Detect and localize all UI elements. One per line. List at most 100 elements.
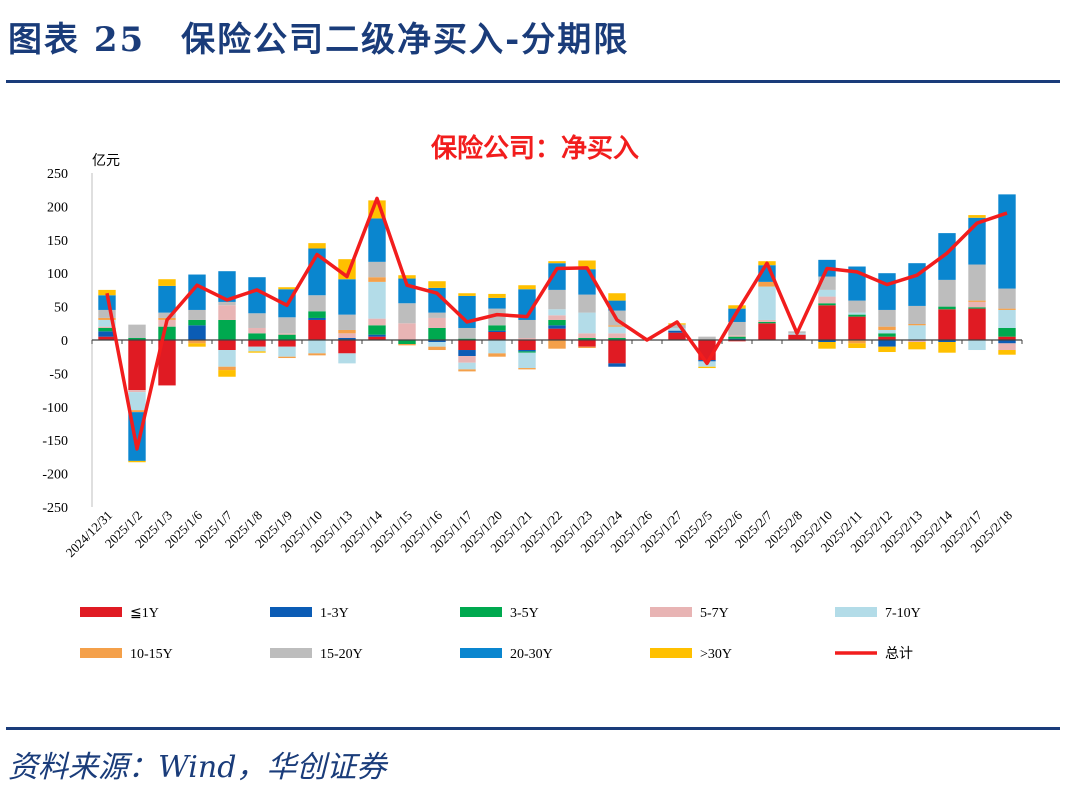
bar-segment bbox=[578, 346, 596, 349]
bar-segment bbox=[98, 327, 116, 332]
bar-segment bbox=[938, 279, 956, 307]
source-note: 资料来源：Wind，华创证券 bbox=[8, 750, 387, 785]
bar-segment bbox=[848, 316, 866, 340]
bar-segment bbox=[878, 329, 896, 334]
bar-segment bbox=[368, 325, 386, 335]
bar-segment bbox=[218, 305, 236, 320]
bar-segment bbox=[248, 346, 266, 352]
bar-segment bbox=[728, 321, 746, 336]
bar-segment bbox=[578, 260, 596, 270]
bar-segment bbox=[878, 273, 896, 310]
bar-segment bbox=[278, 356, 296, 359]
bar-segment bbox=[248, 313, 266, 328]
bar-segment bbox=[308, 319, 326, 340]
bar-segment bbox=[338, 279, 356, 315]
bar-segment bbox=[908, 342, 926, 350]
bar-segment bbox=[398, 275, 416, 279]
bar-segment bbox=[488, 297, 506, 309]
bar-segment bbox=[668, 327, 686, 331]
y-tick-label: -250 bbox=[42, 501, 68, 516]
bar-segment bbox=[908, 340, 926, 343]
bar-segment bbox=[968, 264, 986, 301]
bar-segment bbox=[398, 340, 416, 345]
bar-segment bbox=[458, 293, 476, 296]
bar-segment bbox=[458, 356, 476, 363]
bar-segment bbox=[728, 305, 746, 309]
bar-segment bbox=[878, 346, 896, 353]
bar-segment bbox=[188, 309, 206, 320]
bar-segment bbox=[98, 317, 116, 320]
bar-segment bbox=[608, 363, 626, 367]
bar-segment bbox=[98, 326, 116, 328]
bar-segment bbox=[998, 309, 1016, 328]
bar-segment bbox=[728, 340, 746, 342]
bar-segment bbox=[458, 362, 476, 370]
bar-segment bbox=[518, 368, 536, 370]
bar-segment bbox=[878, 333, 896, 337]
bar-segment bbox=[518, 337, 536, 340]
bar-segment bbox=[578, 333, 596, 338]
bar-segment bbox=[218, 319, 236, 340]
bar-segment bbox=[908, 305, 926, 324]
bar-segment bbox=[548, 261, 566, 264]
y-tick-label: 50 bbox=[54, 301, 68, 316]
bar-segment bbox=[248, 277, 266, 314]
bar-segment bbox=[218, 340, 236, 351]
legend-label: 5-7Y bbox=[700, 606, 729, 621]
bar-segment bbox=[98, 289, 116, 296]
bar-segment bbox=[398, 323, 416, 340]
bar-segment bbox=[548, 328, 566, 340]
bar-segment bbox=[938, 340, 956, 343]
bar-segment bbox=[188, 325, 206, 340]
bar-segment bbox=[938, 306, 956, 310]
legend-label: 总计 bbox=[885, 646, 913, 662]
bar-segment bbox=[848, 312, 866, 315]
legend-label: ≦1Y bbox=[130, 606, 159, 621]
bar-segment bbox=[998, 336, 1016, 340]
y-tick-label: -150 bbox=[42, 434, 68, 449]
bar-segment bbox=[458, 350, 476, 357]
bar-segment bbox=[368, 336, 386, 340]
bar-segment bbox=[518, 351, 536, 353]
bar-segment bbox=[458, 327, 476, 339]
legend-swatch bbox=[270, 648, 312, 658]
bar-segment bbox=[968, 307, 986, 309]
bar-segment bbox=[128, 460, 146, 463]
bar-segment bbox=[278, 340, 296, 347]
legend-label: 20-30Y bbox=[510, 647, 553, 662]
bar-segment bbox=[608, 337, 626, 340]
bar-segment bbox=[338, 340, 356, 354]
bar-segment bbox=[608, 325, 626, 327]
bar-segment bbox=[218, 370, 236, 377]
bar-segment bbox=[488, 340, 506, 354]
bar-segment bbox=[728, 338, 746, 340]
bar-segment bbox=[848, 340, 866, 344]
bar-segment bbox=[818, 296, 836, 304]
bar-segment bbox=[428, 327, 446, 340]
bar-segment bbox=[578, 340, 596, 347]
bar-segment bbox=[968, 301, 986, 308]
chart-title: 保险公司：净买入 bbox=[430, 133, 639, 164]
bar-segment bbox=[758, 286, 776, 320]
bar-segment bbox=[728, 335, 746, 337]
bar-segment bbox=[428, 346, 446, 351]
bar-segment bbox=[188, 319, 206, 326]
bar-segment bbox=[518, 350, 536, 352]
y-tick-label: 0 bbox=[61, 334, 68, 349]
bar-segment bbox=[368, 318, 386, 326]
bar-segment bbox=[278, 287, 296, 290]
bar-segment bbox=[308, 340, 326, 354]
bar-segment bbox=[548, 309, 566, 316]
bar-segment bbox=[518, 340, 536, 351]
legend-swatch bbox=[835, 607, 877, 617]
bar-segment bbox=[158, 279, 176, 286]
bar-segment bbox=[548, 315, 566, 320]
bar-segment bbox=[578, 312, 596, 334]
bar-segment bbox=[338, 333, 356, 338]
bar-segment bbox=[878, 326, 896, 330]
y-tick-label: -50 bbox=[49, 367, 68, 382]
bar-segment bbox=[788, 334, 806, 340]
bar-segment bbox=[698, 366, 716, 369]
y-axis-label: 亿元 bbox=[92, 153, 120, 169]
